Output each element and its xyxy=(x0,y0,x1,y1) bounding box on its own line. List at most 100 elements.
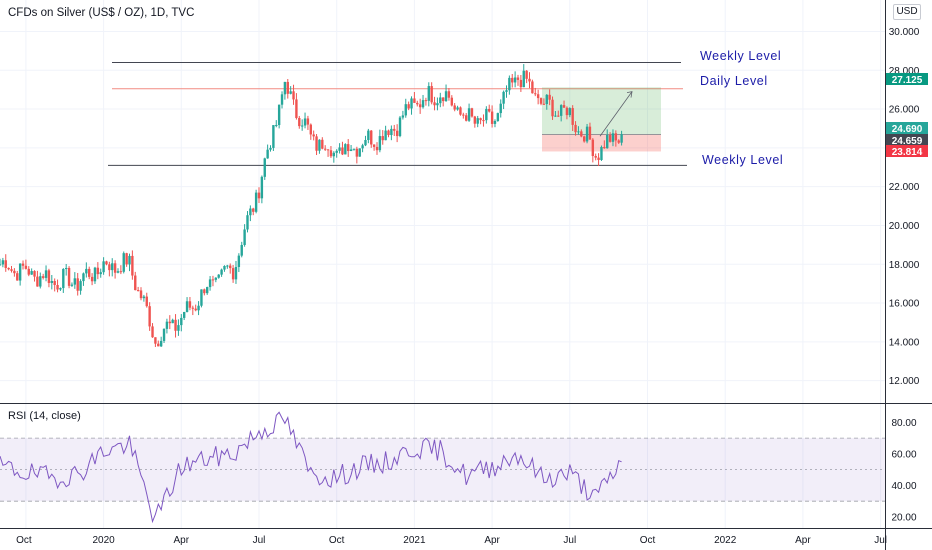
candle-body xyxy=(257,192,261,199)
weekly-level-bottom-label: Weekly Level xyxy=(702,153,783,167)
candle-body xyxy=(131,255,134,276)
candle-body xyxy=(182,311,186,318)
candle-body xyxy=(116,271,120,273)
candle-body xyxy=(295,99,298,119)
candle-body xyxy=(436,103,439,106)
candle-body xyxy=(606,135,609,149)
candle-body xyxy=(410,98,413,109)
candle-body xyxy=(493,120,497,124)
price-badge xyxy=(886,145,928,157)
candle-body xyxy=(206,287,209,294)
candle-body xyxy=(548,94,551,100)
candle-body xyxy=(226,265,229,267)
candle-body xyxy=(352,148,356,150)
candle-body xyxy=(142,296,146,299)
target-zone xyxy=(542,87,661,135)
candle-body xyxy=(603,146,606,149)
candle-body xyxy=(223,265,226,270)
candle-body xyxy=(162,328,166,341)
candle-body xyxy=(476,118,479,124)
candle-body xyxy=(459,107,462,115)
candle-body xyxy=(559,105,563,116)
price-badge xyxy=(886,122,928,134)
candle-body xyxy=(323,148,327,150)
candle-body xyxy=(355,148,359,157)
candle-body xyxy=(289,91,292,94)
candle-body xyxy=(620,134,623,143)
candle-body xyxy=(165,321,169,329)
candle-body xyxy=(134,275,137,291)
candle-body xyxy=(62,269,65,289)
price-badge-label: 24.690 xyxy=(892,124,923,135)
candle-body xyxy=(272,125,275,148)
candle-body xyxy=(358,148,361,157)
candle-body xyxy=(608,135,612,142)
candle-body xyxy=(398,117,402,137)
candle-body xyxy=(329,150,333,157)
candle-body xyxy=(76,278,79,291)
candle-body xyxy=(85,268,88,274)
candle-body xyxy=(490,111,494,124)
candle-body xyxy=(574,124,577,133)
candle-body xyxy=(96,267,100,275)
candle-body xyxy=(447,91,451,98)
candle-body xyxy=(387,130,390,136)
candle-body xyxy=(217,274,220,278)
candle-body xyxy=(488,108,491,112)
candle-body xyxy=(200,289,203,306)
time-tick-label: Apr xyxy=(484,535,500,546)
candle-body xyxy=(312,134,315,137)
rsi-panel[interactable]: 20.00 40.00 60.00 80.00 xyxy=(0,411,917,523)
candle-body xyxy=(349,149,353,152)
candle-body xyxy=(335,150,338,153)
candle-body xyxy=(44,270,48,278)
candlestick-series[interactable] xyxy=(0,64,623,348)
candle-body xyxy=(27,268,30,275)
candle-body xyxy=(79,281,82,291)
candle-body xyxy=(588,126,592,140)
candle-body xyxy=(390,128,393,136)
candle-body xyxy=(90,276,94,282)
candle-body xyxy=(36,276,39,287)
candle-body xyxy=(562,105,566,108)
candle-body xyxy=(522,70,525,88)
candle-body xyxy=(614,133,618,141)
candle-body xyxy=(536,94,540,99)
price-tick-label: 14.000 xyxy=(889,337,920,348)
time-tick-label: 2022 xyxy=(714,535,737,546)
time-tick-label: Jul xyxy=(563,535,576,546)
candle-body xyxy=(70,284,74,286)
candle-body xyxy=(381,136,384,141)
candle-body xyxy=(24,265,28,269)
currency-label[interactable]: USD xyxy=(893,4,921,20)
rsi-tick-label: 20.00 xyxy=(891,512,916,523)
candle-body xyxy=(286,81,289,94)
price-tick-label: 16.000 xyxy=(889,299,920,310)
candle-body xyxy=(185,301,189,312)
candle-body xyxy=(344,144,347,155)
candle-body xyxy=(309,124,312,135)
candle-body xyxy=(275,125,278,127)
rsi-tick-label: 60.00 xyxy=(891,449,916,460)
candle-body xyxy=(18,263,22,281)
time-tick-label: Jul xyxy=(253,535,266,546)
candle-body xyxy=(513,77,517,83)
candle-body xyxy=(277,104,281,126)
candle-body xyxy=(7,267,10,270)
candle-body xyxy=(298,118,301,127)
candle-body xyxy=(21,263,25,266)
candle-body xyxy=(617,140,620,143)
risk-reward-box[interactable] xyxy=(542,87,661,152)
time-tick-label: Oct xyxy=(329,535,345,546)
candle-body xyxy=(568,108,571,116)
candle-body xyxy=(479,118,482,121)
candle-body xyxy=(571,108,574,125)
rsi-tick-label: 80.00 xyxy=(891,418,916,429)
candle-body xyxy=(473,116,477,124)
price-tick-label: 26.000 xyxy=(889,105,920,116)
candle-body xyxy=(211,279,215,281)
candle-body xyxy=(554,115,557,117)
candle-body xyxy=(67,267,71,286)
price-badge xyxy=(886,134,928,146)
